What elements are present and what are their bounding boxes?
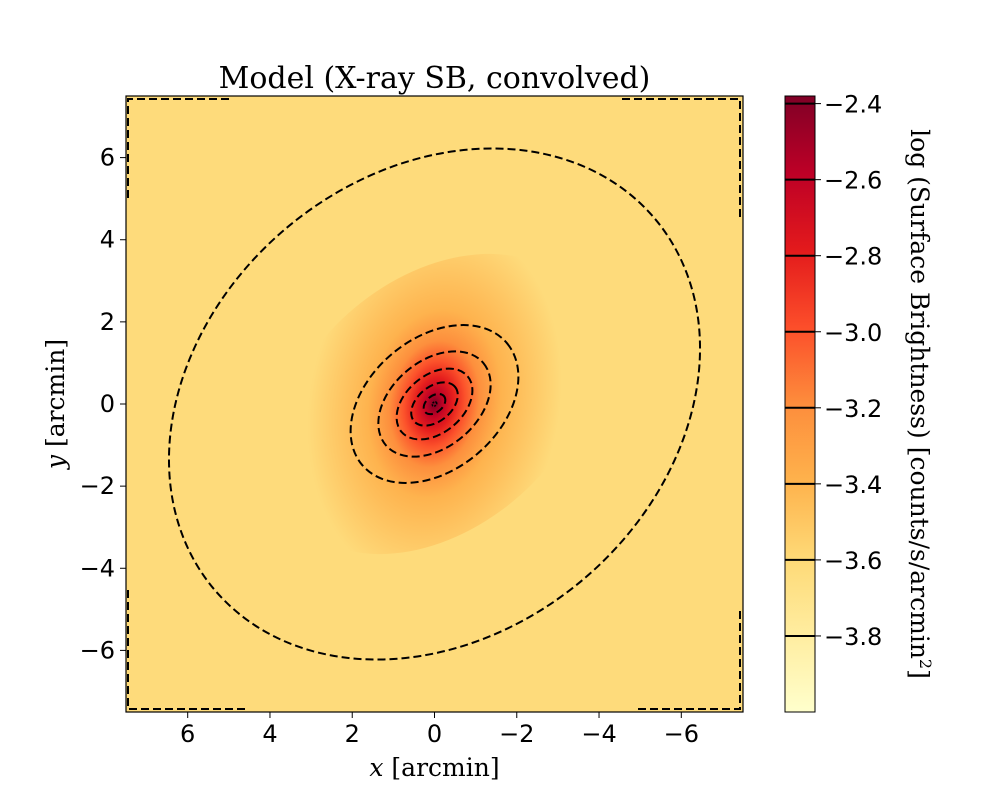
x-tick-label: 2 — [345, 720, 360, 748]
y-tick-label: 0 — [100, 390, 115, 418]
colorbar-tick-label: −3.4 — [824, 471, 882, 499]
y-axis-label-unit: [arcmin] — [41, 339, 70, 455]
x-axis-ticks: 6 4 2 0 −2 −4 −6 — [180, 712, 699, 748]
y-tick-label: −4 — [80, 554, 115, 582]
x-axis-label: x [arcmin] — [369, 753, 499, 782]
plot-area: 6 4 2 0 −2 −4 −6 6 4 2 0 −2 −4 −6 — [80, 95, 744, 748]
y-tick-label: −2 — [80, 472, 115, 500]
x-tick-label: 6 — [180, 720, 195, 748]
colorbar-gradient — [785, 96, 815, 712]
colorbar-tick-label: −2.8 — [824, 243, 882, 271]
y-tick-label: 2 — [100, 308, 115, 336]
x-tick-label: 0 — [427, 720, 442, 748]
colorbar-tick-label: −3.0 — [824, 319, 882, 347]
colorbar-label-sup: 2 — [917, 659, 936, 669]
x-axis-label-var: x — [369, 753, 383, 782]
chart-title: Model (X-ray SB, convolved) — [219, 61, 651, 96]
colorbar-frame — [784, 95, 816, 713]
y-axis-label: y [arcmin] — [41, 339, 70, 470]
colorbar: −2.4 −2.6 −2.8 −3.0 −3.2 −3.4 −3.6 −3.8 — [784, 91, 882, 713]
y-axis-label-var: y — [41, 454, 70, 470]
x-axis-label-unit: [arcmin] — [383, 753, 499, 782]
edge-contour-lines — [127, 98, 741, 710]
colorbar-tick-label: −3.6 — [824, 547, 882, 575]
colorbar-label-close: ] — [905, 669, 934, 679]
colorbar-tick-label: −2.4 — [824, 91, 882, 119]
x-tick-label: −6 — [664, 720, 699, 748]
y-tick-label: 4 — [100, 226, 115, 254]
colorbar-tick-label: −3.2 — [824, 395, 882, 423]
colorbar-ticks: −2.4 −2.6 −2.8 −3.0 −3.2 −3.4 −3.6 −3.8 — [815, 91, 882, 651]
x-tick-label: −2 — [499, 720, 534, 748]
contour-lines — [167, 147, 702, 661]
contour--2_6 — [422, 392, 447, 416]
contour--3 — [395, 367, 474, 441]
heatmap-core — [275, 253, 594, 555]
contour--2_8 — [410, 381, 459, 427]
edge-contour-bottom-left — [127, 590, 248, 710]
y-tick-label: −6 — [80, 636, 115, 664]
colorbar-level-lines — [785, 102, 815, 637]
y-tick-label: 6 — [100, 144, 115, 172]
edge-contour-top-left — [127, 98, 232, 198]
x-tick-label: −4 — [581, 720, 616, 748]
edge-contour-bottom-right — [638, 607, 741, 710]
colorbar-tick-label: −3.8 — [824, 623, 882, 651]
contour--2_4 — [431, 401, 438, 407]
colorbar-label-main: log (Surface Brightness) [counts/s/arcmi… — [905, 129, 934, 659]
contour--3_6 — [167, 147, 702, 661]
contour--3_2 — [377, 350, 492, 458]
colorbar-tick-label: −2.6 — [824, 167, 882, 195]
contour--3_4 — [349, 324, 520, 484]
edge-contour-top-right — [622, 98, 741, 218]
colorbar-label: log (Surface Brightness) [counts/s/arcmi… — [905, 129, 936, 679]
y-axis-ticks: 6 4 2 0 −2 −4 −6 — [80, 144, 126, 664]
x-tick-label: 4 — [262, 720, 277, 748]
